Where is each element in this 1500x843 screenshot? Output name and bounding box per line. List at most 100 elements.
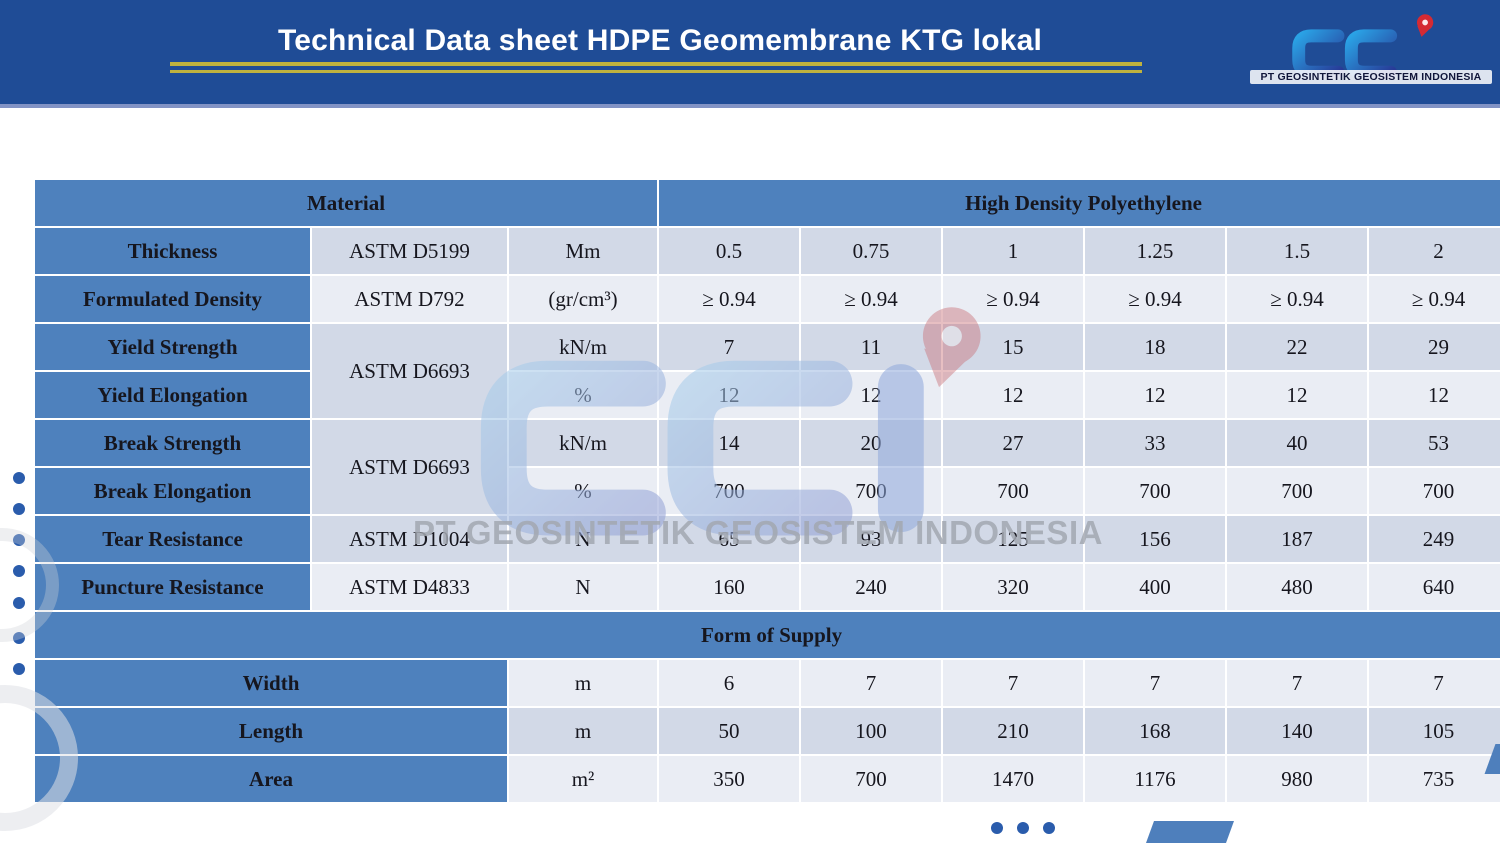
unit-cell: Mm bbox=[509, 228, 658, 274]
value-cell: 11 bbox=[801, 324, 942, 370]
value-cell: 1.5 bbox=[1227, 228, 1368, 274]
table-row-yield-elongation: Yield Elongation % 12 12 12 12 12 12 bbox=[35, 372, 1500, 418]
value-cell: 700 bbox=[801, 468, 942, 514]
value-cell: 14 bbox=[659, 420, 800, 466]
bottom-dot bbox=[1017, 822, 1029, 834]
page-title: Technical Data sheet HDPE Geomembrane KT… bbox=[277, 24, 1043, 57]
value-cell: 29 bbox=[1369, 324, 1500, 370]
value-cell: 65 bbox=[659, 516, 800, 562]
value-cell: 210 bbox=[943, 708, 1084, 754]
value-cell: 53 bbox=[1369, 420, 1500, 466]
value-cell: 480 bbox=[1227, 564, 1368, 610]
row-label: Yield Elongation bbox=[35, 372, 310, 418]
row-label: Puncture Resistance bbox=[35, 564, 310, 610]
astm-cell: ASTM D4833 bbox=[312, 564, 507, 610]
row-label: Thickness bbox=[35, 228, 310, 274]
unit-cell: (gr/cm³) bbox=[509, 276, 658, 322]
value-cell: 7 bbox=[1085, 660, 1226, 706]
logo-pin-icon bbox=[1416, 14, 1434, 37]
value-cell: 2 bbox=[1369, 228, 1500, 274]
value-cell: ≥ 0.94 bbox=[1369, 276, 1500, 322]
table-row-puncture-resistance: Puncture Resistance ASTM D4833 N 160 240… bbox=[35, 564, 1500, 610]
row-label: Length bbox=[35, 708, 507, 754]
value-cell: 980 bbox=[1227, 756, 1368, 802]
value-cell: 700 bbox=[1227, 468, 1368, 514]
form-of-supply-header: Form of Supply bbox=[35, 612, 1500, 658]
value-cell: 700 bbox=[659, 468, 800, 514]
value-cell: 7 bbox=[1369, 660, 1500, 706]
table-row-tear-resistance: Tear Resistance ASTM D1004 N 65 93 125 1… bbox=[35, 516, 1500, 562]
value-cell: 700 bbox=[801, 756, 942, 802]
value-cell: 400 bbox=[1085, 564, 1226, 610]
value-cell: 249 bbox=[1369, 516, 1500, 562]
spec-table: Material High Density Polyethylene Thick… bbox=[33, 178, 1500, 804]
value-cell: 320 bbox=[943, 564, 1084, 610]
value-cell: 1470 bbox=[943, 756, 1084, 802]
value-cell: 18 bbox=[1085, 324, 1226, 370]
header-band: Technical Data sheet HDPE Geomembrane KT… bbox=[0, 0, 1500, 108]
value-cell: 12 bbox=[1227, 372, 1368, 418]
row-label: Break Elongation bbox=[35, 468, 310, 514]
astm-cell-merged: ASTM D6693 bbox=[312, 324, 507, 418]
left-dot bbox=[13, 503, 25, 515]
value-cell: 160 bbox=[659, 564, 800, 610]
table-row-width: Width m 6 7 7 7 7 7 bbox=[35, 660, 1500, 706]
value-cell: 27 bbox=[943, 420, 1084, 466]
left-dot bbox=[13, 472, 25, 484]
value-cell: 105 bbox=[1369, 708, 1500, 754]
value-cell: 640 bbox=[1369, 564, 1500, 610]
bottom-right-wedge bbox=[1145, 821, 1235, 843]
row-label: Tear Resistance bbox=[35, 516, 310, 562]
unit-cell: m bbox=[509, 660, 658, 706]
value-cell: 156 bbox=[1085, 516, 1226, 562]
value-cell: 12 bbox=[1085, 372, 1226, 418]
value-cell: ≥ 0.94 bbox=[1227, 276, 1368, 322]
value-cell: 7 bbox=[801, 660, 942, 706]
unit-cell: kN/m bbox=[509, 324, 658, 370]
value-cell: 700 bbox=[943, 468, 1084, 514]
left-dot bbox=[13, 663, 25, 675]
row-label: Yield Strength bbox=[35, 324, 310, 370]
value-cell: 12 bbox=[1369, 372, 1500, 418]
value-cell: 735 bbox=[1369, 756, 1500, 802]
value-cell: 350 bbox=[659, 756, 800, 802]
value-cell: 125 bbox=[943, 516, 1084, 562]
value-cell: 7 bbox=[1227, 660, 1368, 706]
value-cell: 700 bbox=[1369, 468, 1500, 514]
value-cell: 240 bbox=[801, 564, 942, 610]
value-cell: 20 bbox=[801, 420, 942, 466]
value-cell: 12 bbox=[801, 372, 942, 418]
bottom-dot bbox=[1043, 822, 1055, 834]
value-cell: 12 bbox=[943, 372, 1084, 418]
logo-company-name: PT GEOSINTETIK GEOSISTEM INDONESIA bbox=[1250, 70, 1492, 84]
value-cell: 100 bbox=[801, 708, 942, 754]
value-cell: 1 bbox=[943, 228, 1084, 274]
value-cell: 22 bbox=[1227, 324, 1368, 370]
unit-cell: N bbox=[509, 564, 658, 610]
table-row-break-elongation: Break Elongation % 700 700 700 700 700 7… bbox=[35, 468, 1500, 514]
title-underline bbox=[170, 62, 1142, 73]
value-cell: 1176 bbox=[1085, 756, 1226, 802]
material-value: High Density Polyethylene bbox=[659, 180, 1500, 226]
value-cell: 12 bbox=[659, 372, 800, 418]
unit-cell: m² bbox=[509, 756, 658, 802]
bottom-dot bbox=[991, 822, 1003, 834]
title-underline-top bbox=[170, 62, 1142, 66]
table-row-thickness: Thickness ASTM D5199 Mm 0.5 0.75 1 1.25 … bbox=[35, 228, 1500, 274]
value-cell: ≥ 0.94 bbox=[1085, 276, 1226, 322]
value-cell: 40 bbox=[1227, 420, 1368, 466]
astm-cell-merged: ASTM D6693 bbox=[312, 420, 507, 514]
unit-cell: m bbox=[509, 708, 658, 754]
astm-cell: ASTM D792 bbox=[312, 276, 507, 322]
table-row-area: Area m² 350 700 1470 1176 980 735 bbox=[35, 756, 1500, 802]
value-cell: 1.25 bbox=[1085, 228, 1226, 274]
value-cell: ≥ 0.94 bbox=[943, 276, 1084, 322]
row-label: Area bbox=[35, 756, 507, 802]
value-cell: 15 bbox=[943, 324, 1084, 370]
table-row-material: Material High Density Polyethylene bbox=[35, 180, 1500, 226]
astm-cell: ASTM D1004 bbox=[312, 516, 507, 562]
value-cell: 187 bbox=[1227, 516, 1368, 562]
value-cell: 6 bbox=[659, 660, 800, 706]
row-label: Formulated Density bbox=[35, 276, 310, 322]
table-row-form-of-supply: Form of Supply bbox=[35, 612, 1500, 658]
